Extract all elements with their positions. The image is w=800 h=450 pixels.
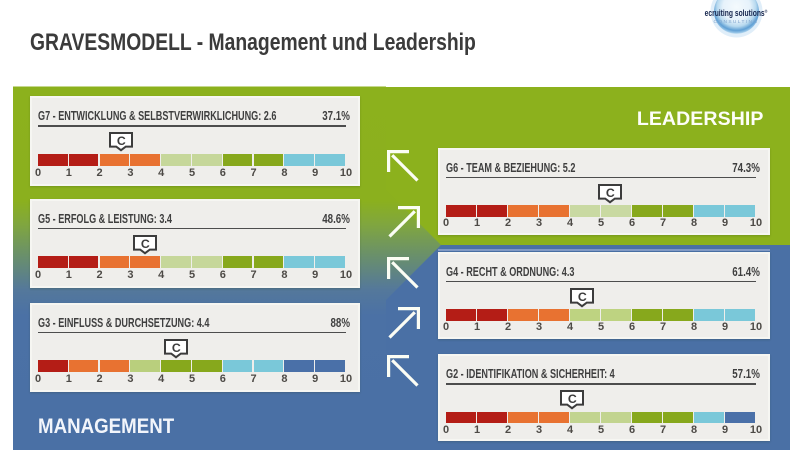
svg-text:C: C xyxy=(568,392,577,406)
svg-text:C: C xyxy=(605,185,614,199)
svg-text:C: C xyxy=(116,134,125,148)
svg-text:CONSULTING: CONSULTING xyxy=(713,19,758,25)
svg-text:C: C xyxy=(578,289,587,303)
svg-text:C: C xyxy=(172,340,181,354)
svg-text:ecruiting solutions®: ecruiting solutions® xyxy=(705,8,768,18)
svg-text:C: C xyxy=(141,236,150,250)
